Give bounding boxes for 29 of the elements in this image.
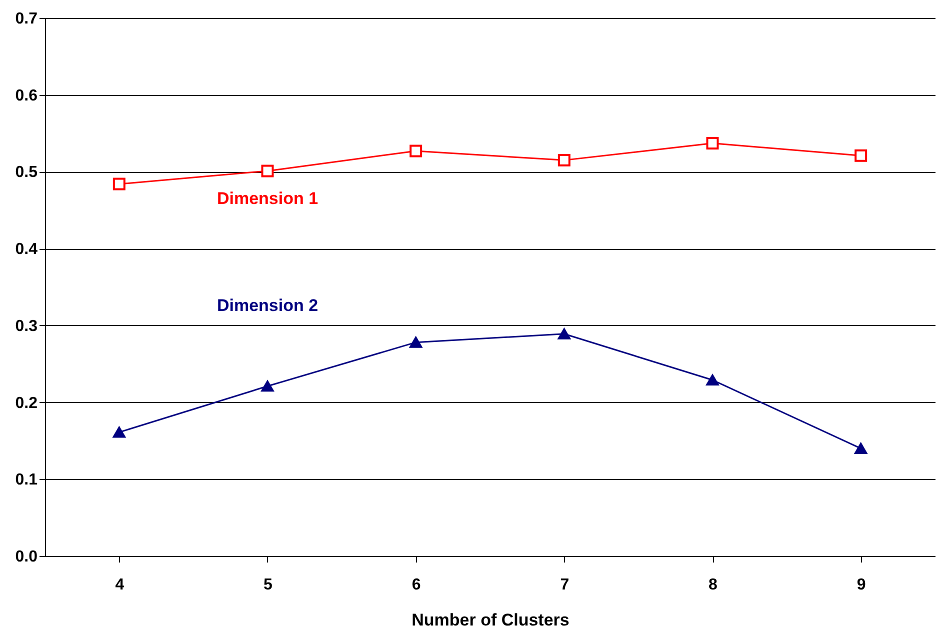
y-tick-label: 0.3	[15, 318, 38, 335]
point	[112, 426, 126, 438]
y-tick-label: 0.7	[15, 10, 38, 28]
point	[706, 374, 719, 386]
point	[261, 380, 274, 392]
text: Dimension 2	[216, 296, 318, 316]
point	[854, 442, 868, 454]
point	[410, 336, 422, 348]
y-tick-label: 0.5	[15, 164, 38, 182]
point	[112, 178, 126, 190]
series-label: Dimension 1	[216, 188, 318, 208]
y-tick-label: 0.6	[15, 87, 38, 104]
x-tick-label: 8	[708, 576, 718, 594]
y-tick-label: 0.4	[15, 241, 38, 258]
x-axis-title: Number of Clusters	[412, 610, 570, 630]
x-tick-label: 9	[856, 576, 866, 594]
x-tick-label: 5	[264, 576, 273, 594]
y-tick-label: 0.2	[15, 394, 38, 412]
point	[706, 137, 719, 150]
x-tick-label: 6	[412, 576, 421, 594]
point	[261, 164, 274, 178]
y-tick-label: 0.0	[15, 548, 38, 566]
point	[558, 154, 570, 166]
point	[410, 144, 422, 158]
x-tick-label: 7	[560, 576, 570, 594]
y-tick-label: 0.1	[15, 472, 38, 489]
point	[558, 328, 570, 340]
x-tick-label: 4	[115, 576, 124, 594]
point	[854, 149, 868, 162]
